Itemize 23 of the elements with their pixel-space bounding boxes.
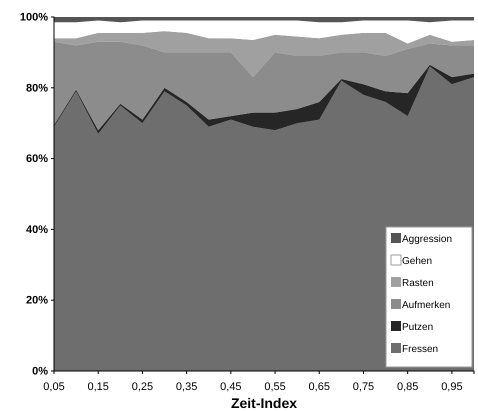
legend-label: Aufmerken <box>402 300 450 311</box>
y-tick-label: 20% <box>26 294 48 307</box>
legend-label: Aggression <box>402 234 452 245</box>
legend-label: Fressen <box>402 344 438 355</box>
x-tick-label: 0,35 <box>176 381 198 394</box>
legend-label: Putzen <box>402 322 434 333</box>
y-tick-label: 40% <box>26 224 48 236</box>
x-tick-label: 0,85 <box>396 381 418 394</box>
legend-label: Gehen <box>402 256 432 267</box>
x-tick-label: 0,45 <box>220 381 242 394</box>
x-tick-label: 0,75 <box>352 381 374 394</box>
legend-label: Rasten <box>402 278 434 289</box>
y-tick-label: 60% <box>26 153 48 166</box>
x-axis-title: Zeit-Index <box>230 395 298 411</box>
x-tick-label: 0,25 <box>132 381 154 394</box>
x-tick-label: 0,15 <box>88 381 109 394</box>
x-tick-label: 0,05 <box>43 381 65 394</box>
x-tick-label: 0,55 <box>264 381 286 394</box>
x-tick-label: 0,95 <box>441 381 463 394</box>
y-tick-label: 0% <box>32 366 48 378</box>
y-tick-label: 100% <box>20 12 48 24</box>
x-tick-label: 0,65 <box>308 381 330 394</box>
y-tick-label: 80% <box>26 82 48 94</box>
